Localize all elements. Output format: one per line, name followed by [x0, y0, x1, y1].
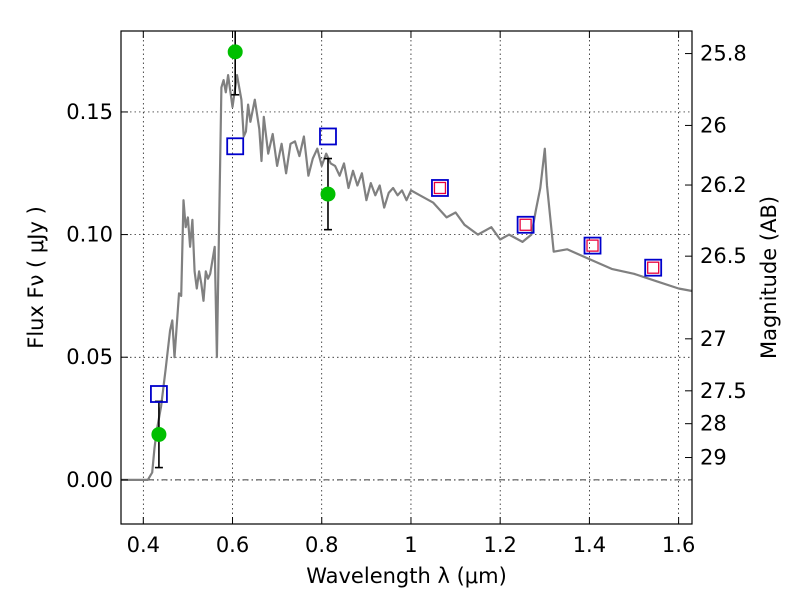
model-inner-point — [433, 181, 447, 195]
template-spectrum-line — [121, 73, 693, 481]
model-point — [583, 236, 602, 255]
x-tick-label: 1 — [404, 533, 417, 557]
mag-tick-label: 26.5 — [700, 244, 747, 268]
model-inner-point — [647, 261, 660, 274]
x-tick-label: 1.2 — [483, 533, 516, 557]
model-point — [516, 215, 535, 234]
observed-point — [151, 426, 167, 442]
model-point — [644, 258, 663, 277]
mag-tick-label: 29 — [700, 446, 727, 470]
x-tick-label: 0.4 — [127, 533, 160, 557]
x-axis-label: Wavelength λ (μm) — [306, 564, 507, 588]
mag-tick-label: 27.5 — [700, 379, 747, 403]
model-point — [431, 179, 449, 197]
mag-tick-label: 25.8 — [700, 42, 747, 66]
y-tick-label: 0.05 — [66, 345, 113, 369]
model-inner-point — [586, 239, 599, 252]
y-tick-label: 0.00 — [66, 468, 113, 492]
x-tick-label: 0.6 — [216, 533, 249, 557]
x-tick-label: 1.6 — [662, 533, 695, 557]
plot-frame — [120, 30, 693, 525]
x-tick-label: 0.8 — [305, 533, 338, 557]
y-tick-label: 0.10 — [66, 223, 113, 247]
mag-tick-label: 26 — [700, 113, 727, 137]
model-point — [226, 137, 245, 156]
y-axis-label: Flux Fν ( μJy ) — [24, 206, 48, 349]
model-point — [150, 385, 168, 403]
x-tick-label: 1.4 — [573, 533, 606, 557]
observed-point — [227, 44, 243, 60]
model-inner-point — [519, 218, 532, 231]
y-tick-label: 0.15 — [66, 100, 113, 124]
mag-tick-label: 27 — [700, 327, 727, 351]
axis-ticks: 0.4 0.6 0.8 1 1.2 1.4 1.6 0.00 0.05 0.10 0.15 25.8 2… — [66, 31, 747, 557]
model-point — [319, 127, 337, 146]
mag-tick-label: 26.2 — [700, 173, 747, 197]
right-axis-label: Magnitude (AB) — [757, 196, 781, 359]
data-series — [121, 31, 693, 481]
observed-point — [320, 186, 336, 202]
mag-tick-label: 28 — [700, 412, 727, 436]
